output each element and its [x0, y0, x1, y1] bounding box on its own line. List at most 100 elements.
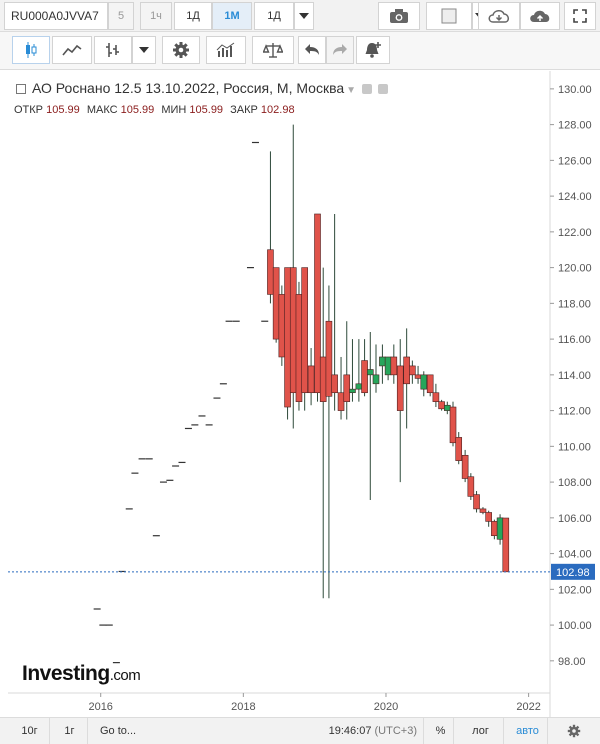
- settings-gear-icon[interactable]: [560, 718, 588, 744]
- candle-body-down: [414, 374, 422, 379]
- price-chart[interactable]: 98.00 100.00 102.00 104.00 106.00 108.00 110.0…: [8, 71, 600, 717]
- alert-icon[interactable]: [356, 36, 390, 64]
- legend-title[interactable]: АО Роснано 12.5 13.10.2022, Россия, М, М…: [16, 80, 389, 96]
- gear-icon[interactable]: [162, 36, 200, 64]
- series-settings-icon[interactable]: [378, 84, 389, 95]
- hide-series-icon[interactable]: [362, 84, 373, 95]
- scales-icon[interactable]: [252, 36, 294, 64]
- instrument-title: АО Роснано 12.5 13.10.2022, Россия, М, М…: [32, 80, 345, 96]
- candle-body-down: [467, 476, 475, 497]
- open-label: ОТКР: [14, 104, 44, 116]
- auto-scale-toggle[interactable]: авто: [508, 718, 548, 744]
- log-toggle[interactable]: лог: [458, 718, 504, 744]
- color-square-icon[interactable]: [426, 2, 472, 30]
- y-tick-label: 98.00: [558, 656, 586, 668]
- interval-1d[interactable]: 1Д: [174, 2, 212, 30]
- candle-body-up: [372, 374, 380, 385]
- range-1y-button[interactable]: 1г: [52, 718, 88, 744]
- top-toolbar: RU000A0JVVA7 5 1ч 1Д 1М 1Д: [0, 0, 600, 32]
- last-price-badge: [551, 563, 595, 580]
- logo-domain: .com: [109, 667, 141, 684]
- indicators-icon[interactable]: [206, 36, 246, 64]
- candle-body-down: [272, 267, 280, 340]
- candle-body-up: [366, 369, 374, 376]
- y-tick-label: 116.00: [558, 334, 591, 346]
- dropdown-icon[interactable]: [132, 36, 156, 64]
- goto-button[interactable]: Go to...: [100, 725, 137, 737]
- candle-body-down: [438, 401, 445, 410]
- fullscreen-icon[interactable]: [564, 2, 596, 30]
- symbol-input[interactable]: RU000A0JVVA7: [4, 2, 108, 30]
- chart-toolbar: [0, 32, 600, 70]
- y-tick-label: 124.00: [558, 191, 592, 203]
- bar-chart-icon[interactable]: [94, 36, 132, 64]
- legend-dropdown-icon[interactable]: ▼: [346, 85, 357, 96]
- x-tick-label: 2020: [374, 701, 398, 713]
- candle: [438, 399, 445, 411]
- candle-body-up: [379, 356, 386, 367]
- close-label: ЗАКР: [230, 104, 258, 116]
- candle: [307, 348, 315, 406]
- candle-body-down: [485, 512, 492, 522]
- candle-body-down: [426, 374, 434, 394]
- camera-icon[interactable]: [378, 2, 420, 30]
- candle: [396, 339, 404, 483]
- low-label: МИН: [161, 104, 187, 116]
- cloud-upload-icon[interactable]: [520, 2, 560, 30]
- candle-body-up: [420, 374, 428, 390]
- area-chart-icon[interactable]: [52, 36, 92, 64]
- y-tick-label: 114.00: [558, 370, 591, 382]
- clock: 19:46:07 (UTC+3): [316, 718, 424, 744]
- candle-body-up: [444, 404, 451, 411]
- candle: [314, 213, 321, 402]
- y-tick-label: 130.00: [558, 84, 592, 96]
- candle-body-down: [343, 374, 351, 402]
- candle-body-down: [491, 521, 498, 537]
- candle: [272, 267, 280, 343]
- redo-icon[interactable]: [326, 36, 354, 64]
- close-value: 102.98: [260, 104, 295, 116]
- y-tick-label: 104.00: [558, 549, 592, 561]
- candle: [409, 360, 416, 384]
- candle: [349, 339, 356, 402]
- interval-dropdown[interactable]: 1Д: [254, 2, 294, 30]
- candle: [479, 507, 487, 515]
- collapse-legend-icon[interactable]: [16, 84, 26, 95]
- bottom-toolbar: 10г 1г Go to... 19:46:07 (UTC+3) % лог а…: [0, 717, 600, 744]
- candle: [325, 285, 333, 599]
- logo-name: Investing: [22, 662, 110, 685]
- range-10y-button[interactable]: 10г: [10, 718, 50, 744]
- candle-body-down: [267, 249, 274, 295]
- percent-toggle[interactable]: %: [428, 718, 454, 744]
- candle-body-up: [496, 517, 504, 540]
- chevron-down-icon[interactable]: [294, 2, 314, 30]
- candle: [372, 344, 380, 393]
- candle: [278, 285, 286, 366]
- candle: [461, 449, 469, 483]
- candle: [467, 473, 475, 500]
- undo-icon[interactable]: [298, 36, 326, 64]
- candlestick-icon[interactable]: [12, 36, 50, 64]
- candle-body-down: [455, 437, 463, 461]
- candle: [331, 213, 338, 411]
- interval-5[interactable]: 5: [108, 2, 134, 30]
- y-tick-label: 106.00: [558, 513, 592, 525]
- candle: [449, 401, 457, 447]
- candle-body-down: [403, 356, 410, 385]
- candle-body-down: [361, 360, 368, 394]
- candle-body-down: [337, 392, 345, 411]
- cloud-download-icon[interactable]: [478, 2, 520, 30]
- candle-body-down: [409, 365, 416, 376]
- x-tick-label: 2022: [516, 701, 540, 713]
- candle: [485, 510, 492, 527]
- interval-1m[interactable]: 1М: [212, 2, 252, 30]
- y-tick-label: 126.00: [558, 155, 592, 167]
- interval-1h[interactable]: 1ч: [140, 2, 172, 30]
- candle: [390, 344, 398, 384]
- x-tick-label: 2018: [231, 701, 255, 713]
- candle-body-down: [502, 517, 510, 573]
- candle-body-down: [301, 267, 308, 394]
- candle-body-down: [390, 356, 398, 376]
- candle: [432, 383, 440, 408]
- candle: [502, 517, 510, 573]
